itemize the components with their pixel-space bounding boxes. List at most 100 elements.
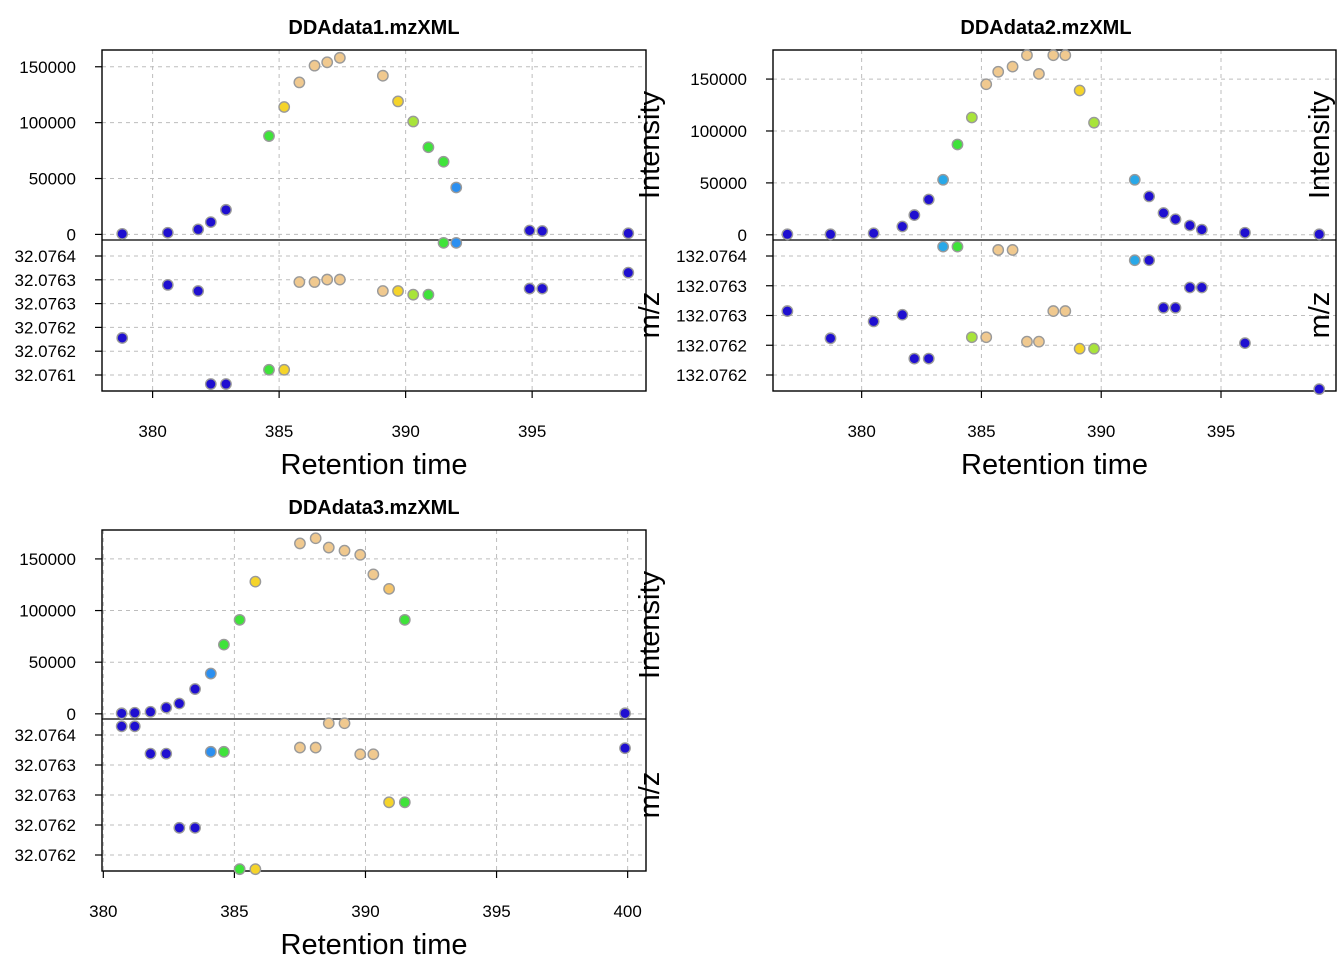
mz-point	[249, 863, 262, 876]
mz-point	[422, 288, 435, 301]
x-tick-label: 380	[138, 422, 166, 441]
mz-point	[992, 244, 1005, 256]
intensity-axis-label: Intensity	[1304, 91, 1336, 199]
intensity-point	[1169, 213, 1182, 226]
intensity-point	[622, 227, 635, 240]
mz-point	[407, 288, 420, 301]
intensity-tick-label: 0	[67, 225, 76, 244]
mz-point	[308, 276, 321, 288]
x-tick-label: 395	[482, 902, 510, 921]
mz-point	[523, 282, 536, 295]
intensity-point	[1047, 49, 1060, 62]
mz-point	[376, 285, 389, 297]
intensity-point	[161, 226, 174, 239]
mz-point	[937, 240, 949, 253]
intensity-point	[1128, 173, 1141, 186]
x-tick-label: 390	[351, 902, 379, 921]
intensity-point	[278, 101, 291, 113]
mz-point	[1157, 301, 1170, 314]
panel-1: DDAdata1.mzXML 380 385 390 395 150000 100000 50…	[15, 17, 666, 481]
intensity-point	[1059, 49, 1072, 62]
intensity-point	[965, 111, 978, 124]
intensity-tick-label: 150000	[19, 550, 76, 569]
mz-point	[951, 240, 964, 253]
intensity-point	[294, 537, 306, 550]
mz-point	[1059, 305, 1072, 317]
x-axis-label: Retention time	[961, 449, 1148, 481]
intensity-point	[321, 56, 334, 69]
mz-point	[204, 378, 217, 390]
intensity-tick-label: 50000	[29, 170, 76, 189]
intensity-point	[980, 78, 993, 91]
x-tick-label: 400	[613, 902, 641, 921]
plot-frame	[772, 49, 1337, 392]
mz-tick-label: 132.0763	[676, 277, 747, 296]
intensity-point	[116, 227, 129, 240]
mz-point	[437, 236, 450, 249]
mz-point	[536, 282, 549, 295]
mz-point	[128, 720, 141, 733]
x-axis-label: Retention time	[281, 929, 468, 960]
intensity-point	[422, 141, 435, 154]
intensity-point	[293, 76, 306, 89]
intensity-point	[922, 193, 935, 206]
mz-tick-label: 32.0762	[15, 318, 76, 337]
mz-tick-label: 132.0762	[676, 366, 747, 385]
intensity-point	[824, 228, 837, 241]
mz-point	[233, 863, 246, 876]
mz-tick-label: 32.0761	[15, 366, 76, 385]
mz-point	[392, 285, 404, 297]
mz-point	[1021, 335, 1033, 348]
intensity-point	[1157, 207, 1170, 219]
mz-tick-label: 32.0762	[15, 816, 76, 835]
intensity-point	[233, 613, 246, 626]
intensity-point	[1313, 228, 1326, 241]
intensity-tick-label: 100000	[19, 602, 76, 621]
mz-point	[294, 741, 306, 754]
mz-point	[322, 717, 335, 730]
mz-point	[160, 747, 173, 760]
plot-frame	[101, 49, 647, 392]
mz-point	[1128, 254, 1141, 267]
mz-tick-label: 32.0763	[15, 295, 76, 314]
mz-tick-label: 132.0764	[676, 247, 747, 266]
x-tick-label: 385	[265, 422, 293, 441]
mz-point	[1313, 383, 1326, 396]
intensity-point	[383, 582, 395, 595]
mz-point	[115, 720, 128, 733]
intensity-point	[333, 51, 346, 64]
intensity-tick-label: 100000	[19, 114, 76, 133]
intensity-point	[992, 65, 1005, 78]
mz-point	[354, 748, 367, 761]
mz-point	[922, 352, 935, 365]
intensity-point	[1073, 84, 1086, 97]
intensity-tick-label: 50000	[29, 653, 76, 672]
intensity-tick-label: 0	[738, 226, 747, 245]
intensity-point	[867, 227, 880, 240]
x-axis-label: Retention time	[281, 449, 468, 481]
intensity-tick-label: 0	[67, 705, 76, 724]
mz-point	[980, 331, 993, 344]
mz-point	[398, 796, 411, 809]
mz-point	[781, 305, 794, 317]
mz-point	[321, 273, 334, 286]
mz-point	[1195, 281, 1208, 294]
mz-point	[1143, 254, 1156, 267]
mz-point	[278, 363, 291, 376]
mz-tick-label: 32.0764	[15, 726, 76, 745]
intensity-point	[1143, 190, 1156, 203]
intensity-point	[1239, 226, 1251, 239]
mz-point	[1088, 342, 1100, 355]
mz-point	[173, 821, 186, 834]
mz-point	[309, 741, 322, 754]
mz-point	[144, 747, 157, 760]
intensity-tick-label: 150000	[690, 70, 747, 89]
mz-point	[867, 315, 880, 328]
mz-tick-label: 132.0763	[676, 307, 747, 326]
mz-point	[450, 236, 463, 249]
intensity-point	[951, 138, 964, 151]
intensity-axis-label: Intensity	[634, 571, 666, 679]
intensity-point	[937, 173, 949, 186]
intensity-point	[204, 216, 217, 229]
intensity-point	[536, 225, 549, 237]
